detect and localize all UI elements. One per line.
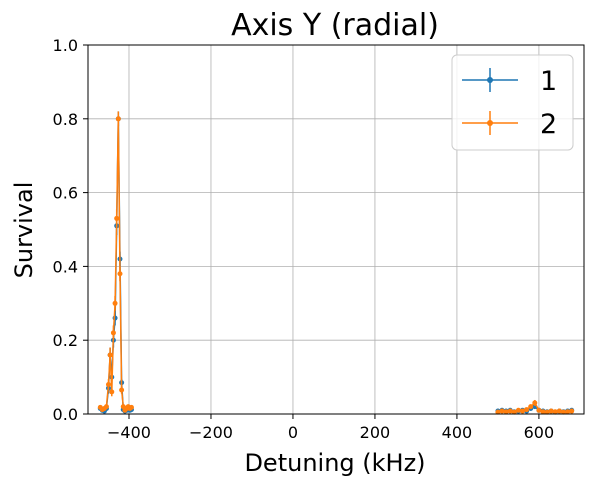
x-tick-label: 0 (288, 423, 298, 442)
y-tick-label: 0.8 (53, 110, 78, 129)
series-2-point (528, 404, 534, 410)
series-2-point (548, 408, 554, 414)
legend-marker-2 (487, 120, 493, 126)
plot-frame (87, 44, 585, 415)
legend-box (451, 54, 574, 151)
series-2-point (503, 409, 509, 415)
series-2-point (499, 408, 505, 414)
series-layer (97, 111, 575, 415)
legend-label-1: 1 (540, 66, 557, 97)
chart-title: Axis Y (radial) (231, 8, 439, 43)
series-2-point (561, 409, 567, 415)
x-tick-label: 600 (524, 423, 555, 442)
series-2-point (103, 404, 109, 410)
series-2-point (112, 300, 118, 306)
series-2-point (507, 408, 513, 414)
series-2-point (565, 409, 571, 415)
series-2-point (569, 408, 575, 414)
series-2-point (536, 407, 542, 413)
y-axis-label: Survival (10, 182, 38, 279)
legend: 1 2 (451, 54, 574, 151)
series-2-point (552, 409, 558, 415)
x-tick-label: 400 (442, 423, 473, 442)
legend-marker-1 (487, 77, 493, 83)
y-tick-label: 0.2 (53, 331, 78, 350)
y-tick-label: 0.6 (53, 184, 78, 203)
series-2-point (107, 352, 113, 358)
x-tick-label: −200 (189, 423, 233, 442)
series-2-point (114, 215, 120, 221)
x-tick-label: 200 (360, 423, 391, 442)
y-tick-label: 1.0 (53, 36, 78, 55)
series-2-point (524, 407, 530, 413)
series-2-point (117, 271, 123, 277)
series-2-point (495, 409, 501, 415)
x-axis-label: Detuning (kHz) (244, 449, 425, 477)
series-2-point (520, 408, 526, 414)
legend-label-2: 2 (540, 109, 557, 140)
series-2-point (128, 404, 134, 410)
series-2-point (105, 381, 111, 387)
series-2-point (556, 408, 562, 414)
series-2-point (109, 389, 115, 395)
series-2-point (515, 407, 521, 413)
series-2-point (119, 387, 125, 393)
series-2-point (511, 409, 517, 415)
series-2 (97, 111, 575, 415)
series-2-point (110, 330, 116, 336)
ticks: −400 −200 0 200 400 600 0.0 0.2 0.4 0.6 0.8 1.0 (53, 36, 555, 442)
y-tick-label: 0.4 (53, 257, 78, 276)
series-2-point (544, 409, 550, 415)
series-2-point (540, 409, 546, 415)
x-tick-label: −400 (107, 423, 151, 442)
series-2-point (115, 116, 121, 122)
y-tick-label: 0.0 (53, 405, 78, 424)
series-2-point (532, 400, 538, 406)
